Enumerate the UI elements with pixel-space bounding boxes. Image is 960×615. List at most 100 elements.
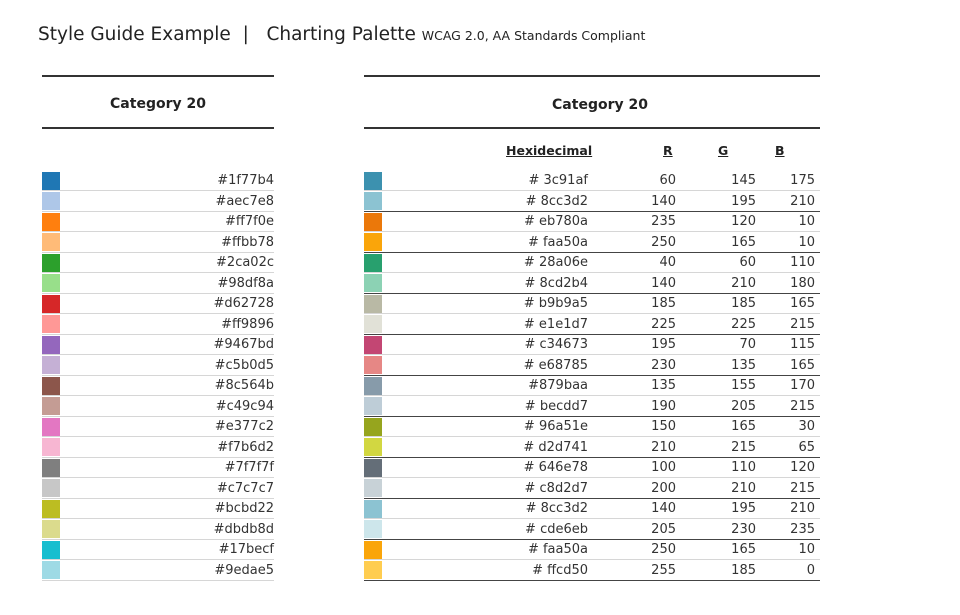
right-table-header-rule [364, 127, 820, 129]
g-value: 110 [731, 460, 756, 475]
r-value: 100 [651, 460, 676, 475]
b-value: 10 [798, 542, 815, 557]
table-row: # 646e78 100 110 120 [364, 458, 820, 478]
table-row: # b9b9a5 185 185 165 [364, 294, 820, 314]
r-value: 190 [651, 398, 676, 414]
hex-value: #ff7f0e [225, 214, 274, 229]
color-swatch [42, 212, 60, 231]
table-row: #9edae5 [42, 561, 274, 581]
color-swatch [42, 438, 60, 456]
hex-value: # c34673 [524, 337, 588, 352]
column-header-r: R [663, 143, 673, 158]
color-swatch [42, 417, 60, 436]
r-value: 140 [651, 501, 676, 516]
b-value: 120 [790, 460, 815, 475]
table-row: #17becf [42, 540, 274, 560]
table-row: #2ca02c [42, 253, 274, 273]
r-value: 140 [651, 193, 676, 209]
table-row: #1f77b4 [42, 171, 274, 191]
column-header-b: B [775, 143, 785, 158]
table-row: #aec7e8 [42, 192, 274, 212]
g-value: 165 [731, 419, 756, 434]
b-value: 10 [798, 234, 815, 250]
color-swatch [42, 335, 60, 354]
g-value: 215 [731, 439, 756, 455]
table-row: # becdd7 190 205 215 [364, 397, 820, 417]
hex-value: # c8d2d7 [524, 480, 589, 496]
table-row: # faa50a 250 165 10 [364, 233, 820, 253]
color-swatch [42, 356, 60, 374]
color-swatch [42, 540, 60, 559]
r-value: 135 [651, 378, 676, 393]
hex-value: # e1e1d7 [523, 316, 588, 332]
color-swatch [364, 171, 382, 190]
hex-value: # becdd7 [524, 398, 588, 414]
hex-value: # 96a51e [523, 419, 588, 434]
hex-value: #98df8a [217, 275, 274, 291]
r-value: 230 [651, 357, 676, 373]
table-row: # 3c91af 60 145 175 [364, 171, 820, 191]
g-value: 210 [731, 480, 756, 496]
table-row: # 28a06e 40 60 110 [364, 253, 820, 273]
b-value: 65 [798, 439, 815, 455]
g-value: 135 [731, 357, 756, 373]
color-swatch [42, 458, 60, 477]
table-row: # c8d2d7 200 210 215 [364, 479, 820, 499]
color-swatch [364, 356, 382, 374]
color-swatch [42, 171, 60, 190]
table-row: #ff7f0e [42, 212, 274, 232]
b-value: 165 [790, 357, 815, 373]
hex-value: #1f77b4 [217, 173, 274, 188]
table-row: #9467bd [42, 335, 274, 355]
table-row: # 8cc3d2 140 195 210 [364, 192, 820, 212]
hex-value: # 646e78 [523, 460, 588, 475]
r-value: 235 [651, 214, 676, 229]
b-value: 235 [790, 521, 815, 537]
color-swatch [42, 315, 60, 333]
hex-value: # faa50a [527, 234, 588, 250]
table-row: #bcbd22 [42, 499, 274, 519]
color-swatch [42, 397, 60, 415]
table-row: # 8cd2b4 140 210 180 [364, 274, 820, 294]
table-row: # e68785 230 135 165 [364, 356, 820, 376]
color-swatch [364, 274, 382, 292]
table-row: #ffbb78 [42, 233, 274, 253]
table-row: # e1e1d7 225 225 215 [364, 315, 820, 335]
table-row: #c5b0d5 [42, 356, 274, 376]
right-table-top-rule [364, 75, 820, 77]
table-row: #d62728 [42, 294, 274, 314]
color-swatch [364, 397, 382, 415]
color-swatch [42, 192, 60, 210]
g-value: 155 [731, 378, 756, 393]
b-value: 10 [798, 214, 815, 229]
b-value: 175 [790, 173, 815, 188]
b-value: 210 [790, 193, 815, 209]
hex-value: # 28a06e [523, 255, 588, 270]
hex-value: # b9b9a5 [523, 296, 588, 311]
hex-value: #d62728 [213, 296, 275, 311]
table-row: # faa50a 250 165 10 [364, 540, 820, 560]
color-swatch [42, 520, 60, 538]
r-value: 195 [651, 337, 676, 352]
b-value: 110 [790, 255, 815, 270]
hex-value: #bcbd22 [214, 501, 274, 516]
g-value: 230 [731, 521, 756, 537]
hex-value: #c5b0d5 [214, 357, 274, 373]
hex-value: #dbdb8d [213, 521, 274, 537]
column-header-g: G [718, 143, 729, 158]
table-row: #98df8a [42, 274, 274, 294]
hex-value: # 8cc3d2 [525, 193, 588, 209]
hex-value: # cde6eb [525, 521, 588, 537]
hex-value: #9edae5 [214, 562, 274, 578]
color-swatch [364, 233, 382, 251]
g-value: 205 [731, 398, 756, 414]
b-value: 215 [790, 480, 815, 496]
g-value: 225 [731, 316, 756, 332]
b-value: 115 [790, 337, 815, 352]
hex-value: # 8cd2b4 [524, 275, 589, 291]
r-value: 140 [651, 275, 676, 291]
color-swatch [42, 253, 60, 272]
color-swatch [364, 212, 382, 231]
table-row: #c7c7c7 [42, 479, 274, 499]
color-swatch [364, 458, 382, 477]
